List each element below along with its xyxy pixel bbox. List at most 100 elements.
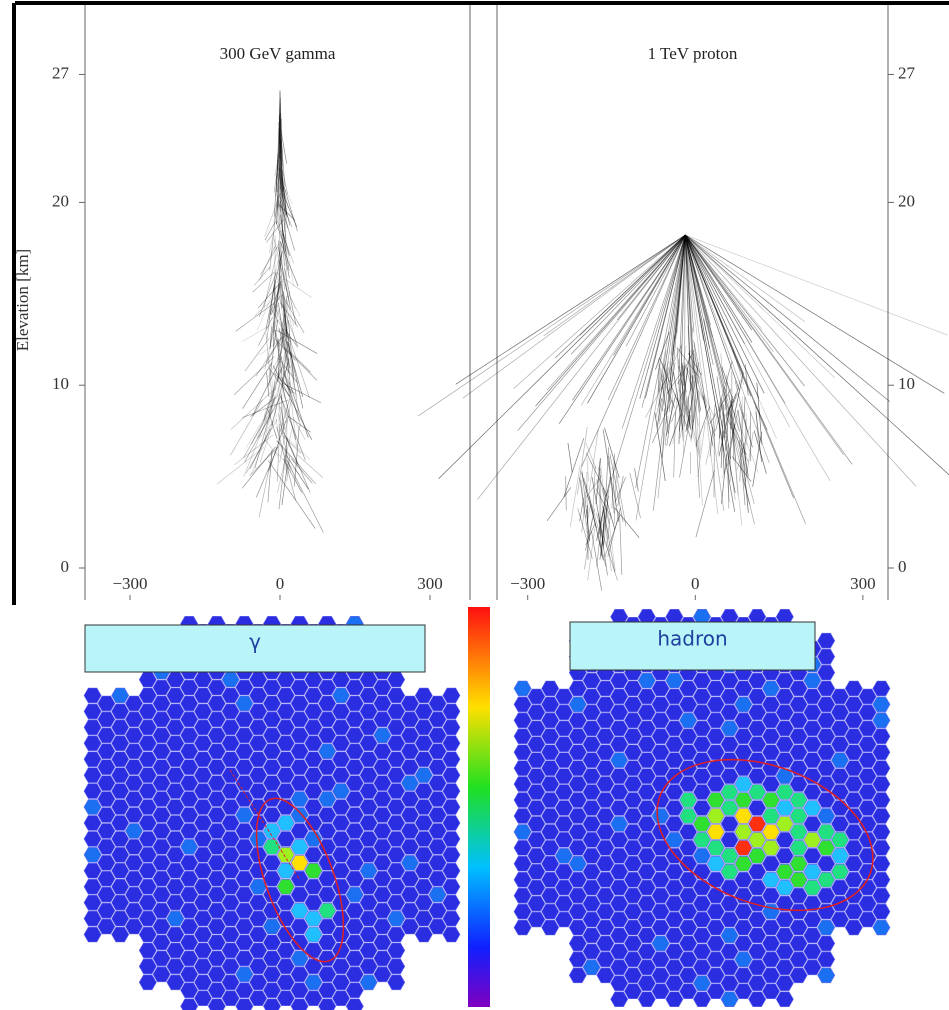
track [260, 419, 276, 438]
pixel [527, 816, 546, 832]
track [586, 458, 589, 481]
pixel [373, 966, 392, 983]
track [592, 465, 596, 513]
track [731, 404, 735, 461]
pixel [401, 791, 419, 807]
track [284, 315, 291, 386]
pixel [111, 783, 130, 799]
y-tick-label: 10 [898, 374, 915, 393]
pixel [706, 872, 725, 888]
pixel [527, 704, 546, 721]
pixel [373, 791, 392, 807]
pixel [693, 800, 711, 816]
pixel [249, 751, 268, 767]
pixel [152, 966, 171, 983]
pixel [706, 696, 725, 713]
pixel [207, 918, 226, 935]
track [278, 352, 302, 427]
track [692, 350, 700, 413]
track [721, 431, 725, 474]
pixel [527, 768, 546, 784]
track [607, 234, 686, 401]
pixel [596, 744, 615, 760]
pixel [513, 696, 532, 713]
pixel [83, 894, 102, 911]
pixel [541, 776, 560, 792]
pixel [762, 856, 780, 872]
pixel [249, 671, 268, 688]
track [281, 192, 291, 226]
track [277, 167, 281, 208]
track [284, 231, 295, 287]
pixel [373, 775, 392, 791]
pixel [387, 894, 406, 911]
track [288, 320, 294, 376]
track [277, 272, 297, 345]
pixel [624, 680, 642, 697]
pixel [610, 848, 629, 864]
pixel [235, 871, 254, 887]
pixel [693, 768, 711, 784]
pixel [401, 839, 419, 855]
pixel [152, 759, 171, 775]
pixel [276, 990, 295, 1006]
pixel [235, 918, 254, 935]
pixel [332, 847, 350, 863]
pixel [734, 808, 753, 824]
pixel [596, 792, 615, 808]
pixel [610, 959, 629, 976]
pixel [748, 768, 767, 784]
track [280, 138, 286, 187]
track [273, 372, 295, 394]
pixel [624, 951, 642, 968]
pixel [249, 894, 268, 911]
track [737, 410, 749, 477]
pixel [568, 680, 587, 697]
track [267, 395, 276, 425]
track [693, 340, 708, 408]
track [686, 362, 699, 431]
pixel [872, 712, 891, 729]
track [233, 434, 274, 466]
pixel [775, 848, 794, 864]
pixel [359, 847, 378, 863]
pixel [762, 872, 780, 888]
track [745, 431, 754, 482]
pixel [762, 760, 780, 776]
track [259, 423, 274, 463]
pixel [138, 863, 157, 879]
pixel [665, 959, 684, 976]
pixel [359, 767, 378, 783]
pixel [138, 815, 157, 831]
track [693, 343, 699, 384]
track [688, 369, 699, 426]
pixel [414, 910, 433, 927]
pixel [207, 839, 226, 855]
track [243, 404, 273, 477]
pixel [235, 807, 254, 823]
pixel [706, 728, 725, 744]
track [284, 329, 299, 348]
pixel [555, 720, 573, 737]
pixel [817, 935, 836, 952]
pixel [541, 824, 560, 840]
track [611, 453, 615, 509]
pixel [624, 887, 642, 904]
pixel [748, 864, 767, 880]
pixel [734, 935, 753, 952]
pixel [442, 863, 461, 879]
track [280, 155, 282, 223]
pixel [789, 903, 808, 920]
pixel [221, 974, 240, 991]
track [283, 434, 310, 460]
pixel [665, 991, 684, 1007]
track [685, 234, 806, 322]
pixel [373, 950, 392, 967]
camera-label: γ [249, 630, 261, 654]
pixel [166, 815, 185, 831]
track [690, 327, 693, 379]
track [254, 296, 276, 317]
pixel [665, 752, 684, 768]
track [662, 408, 666, 458]
pixel [651, 967, 670, 984]
